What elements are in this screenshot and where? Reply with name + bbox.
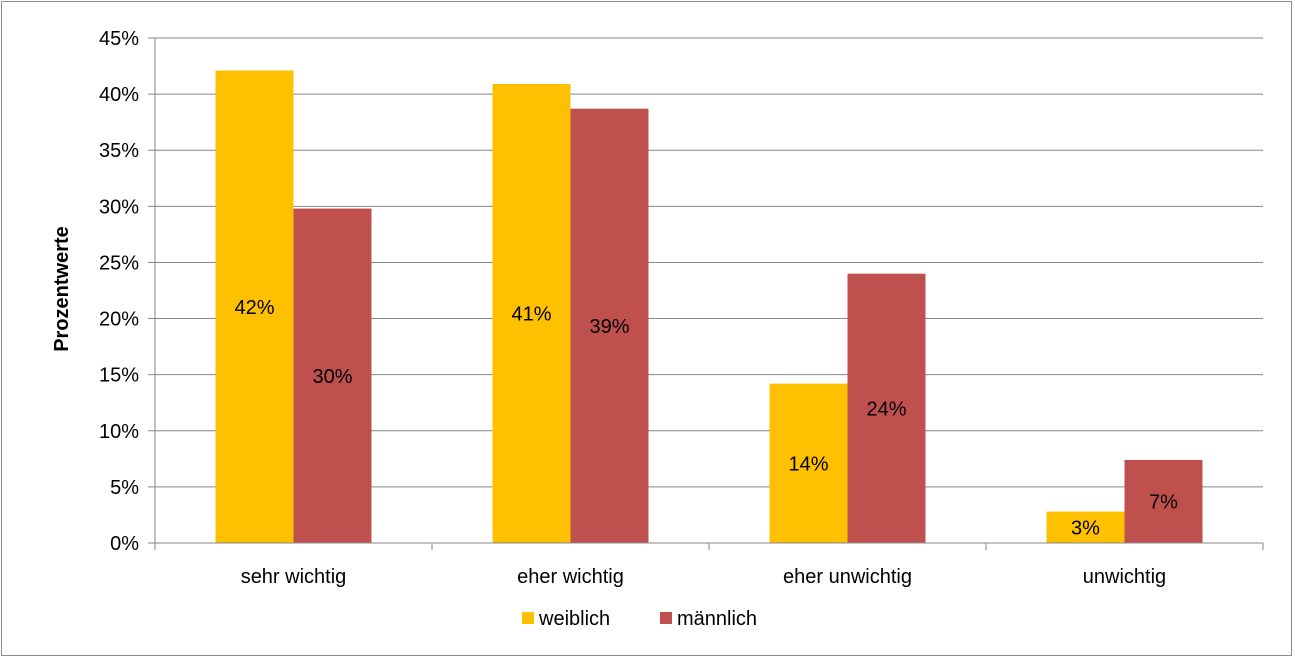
data-label: 30% <box>312 366 352 388</box>
legend-swatch <box>522 612 534 624</box>
y-tick-label: 10% <box>99 421 139 443</box>
data-label: 7% <box>1149 491 1178 513</box>
y-tick-label: 40% <box>99 84 139 106</box>
y-tick-label: 45% <box>99 28 139 50</box>
bar-weiblich <box>1046 511 1125 543</box>
y-tick-label: 25% <box>99 252 139 274</box>
bar-maennlich <box>293 208 372 544</box>
data-label: 42% <box>234 297 274 319</box>
y-tick-label: 5% <box>110 477 139 499</box>
y-tick-label: 15% <box>99 365 139 387</box>
axes: 0% 5% 10% 15% 20% 25% 30% 35% 40% 45% sehr wichtig… <box>99 28 1264 588</box>
data-label: 14% <box>788 453 828 475</box>
y-tick-label: 0% <box>110 533 139 555</box>
bar-maennlich <box>1124 459 1203 543</box>
x-tick-label: unwichtig <box>1083 566 1166 588</box>
x-tick-label: sehr wichtig <box>241 566 347 588</box>
data-label: 39% <box>589 316 629 338</box>
x-tick-label: eher wichtig <box>517 566 624 588</box>
legend-label: männlich <box>677 608 757 630</box>
bar-maennlich <box>570 108 649 543</box>
x-tick-label: eher unwichtig <box>783 566 912 588</box>
legend-swatch <box>660 612 672 624</box>
bars <box>215 70 1203 544</box>
bar-weiblich <box>215 70 294 544</box>
legend: weiblich männlich <box>522 608 757 630</box>
y-axis-title: Prozentwerte <box>51 226 73 352</box>
y-tick-label: 20% <box>99 309 139 331</box>
data-label: 24% <box>866 398 906 420</box>
bar-weiblich <box>492 84 571 543</box>
data-labels: 42% 30% 41% 39% 14% 24% 3% 7% <box>234 297 1178 540</box>
data-label: 41% <box>511 304 551 326</box>
bar-weiblich <box>769 383 848 543</box>
bar-maennlich <box>847 273 926 543</box>
y-tick-label: 30% <box>99 196 139 218</box>
legend-label: weiblich <box>538 608 610 630</box>
data-label: 3% <box>1071 517 1100 539</box>
y-tick-label: 35% <box>99 140 139 162</box>
